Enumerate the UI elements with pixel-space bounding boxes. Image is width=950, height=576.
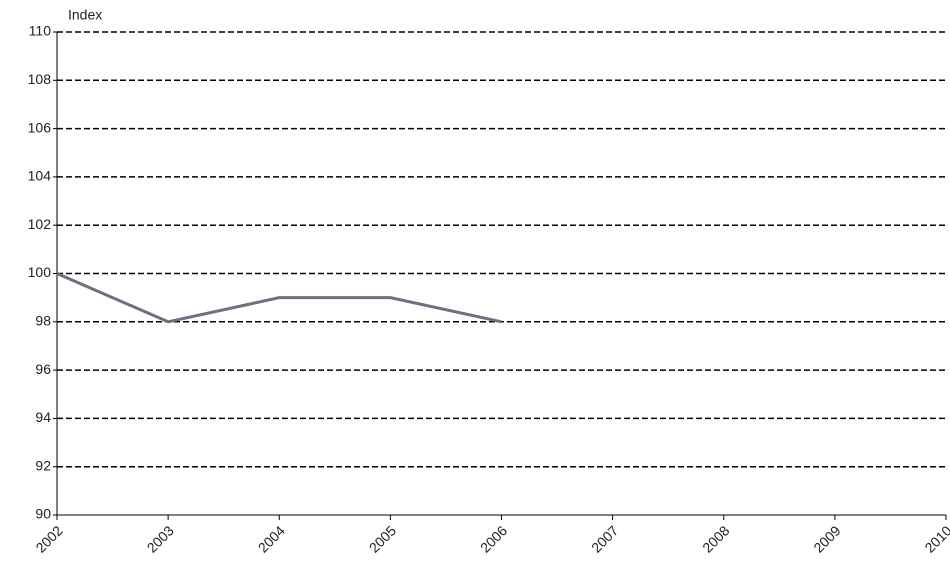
- y-tick-label: 100: [28, 264, 52, 280]
- x-tick-label: 2008: [699, 522, 732, 555]
- x-tick-label: 2009: [810, 522, 843, 555]
- x-tick-label: 2004: [255, 522, 288, 555]
- y-tick-label: 102: [28, 216, 52, 232]
- y-axis-label: Index: [68, 7, 102, 23]
- y-tick-label: 94: [35, 409, 51, 425]
- y-tick-label: 106: [28, 119, 52, 135]
- x-tick-label: 2003: [144, 522, 177, 555]
- x-tick-label: 2005: [366, 522, 399, 555]
- x-tick-label: 2007: [588, 522, 621, 555]
- y-tick-label: 110: [29, 23, 52, 39]
- x-tick-label: 2010: [921, 522, 950, 555]
- y-tick-label: 92: [35, 457, 51, 473]
- y-tick-label: 96: [35, 361, 51, 377]
- x-tick-label: 2002: [32, 522, 65, 555]
- y-tick-label: 90: [35, 506, 51, 522]
- y-tick-label: 98: [35, 313, 51, 329]
- data-line: [56, 272, 502, 324]
- x-tick-label: 2006: [477, 522, 510, 555]
- y-tick-label: 104: [28, 168, 52, 184]
- y-tick-label: 108: [28, 71, 52, 87]
